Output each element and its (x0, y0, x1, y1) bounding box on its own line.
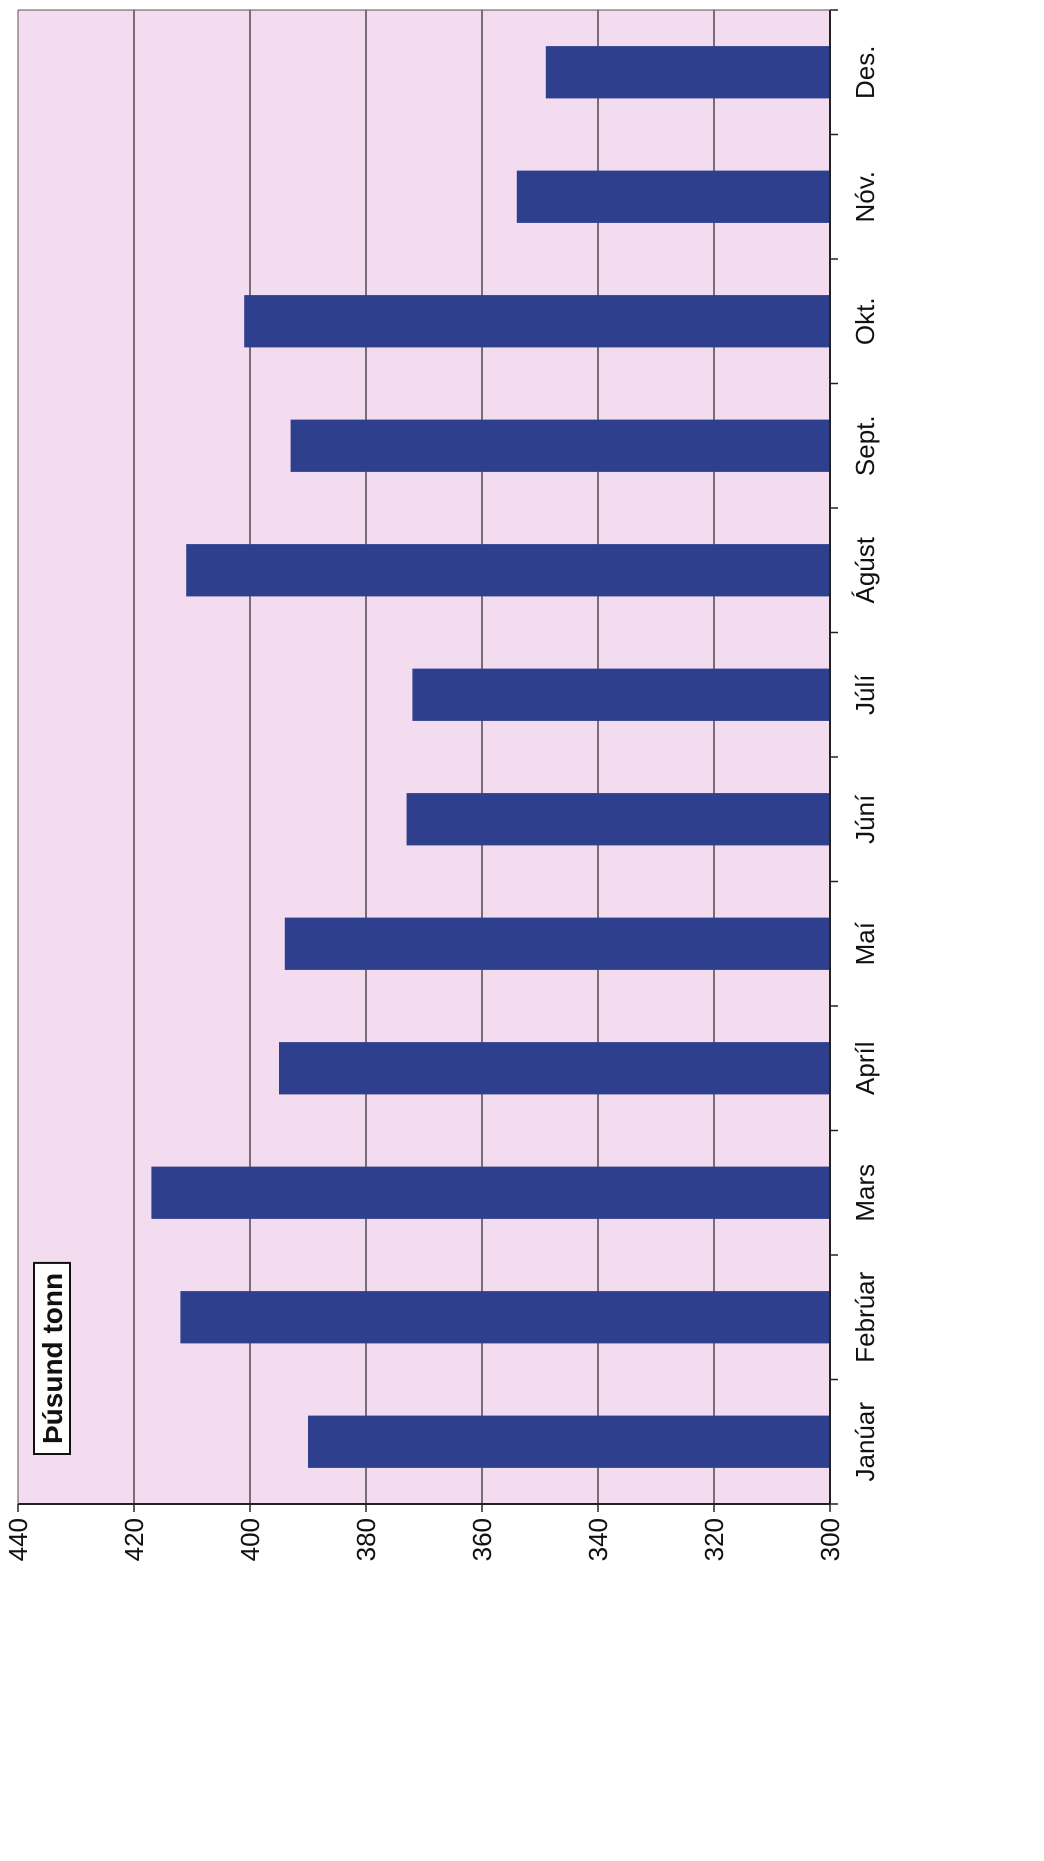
gridlines (133, 10, 715, 1504)
value-tick-label: 360 (467, 1518, 497, 1561)
value-tick-label: 420 (119, 1518, 149, 1561)
category-tick-label: Ágúst (850, 536, 880, 603)
value-tick-label: 440 (3, 1518, 33, 1561)
category-tick-label: Mars (850, 1164, 880, 1222)
bars (151, 46, 831, 1468)
category-tick-label: Maí (850, 921, 880, 965)
category-tick-label: Janúar (850, 1402, 880, 1482)
bar (151, 1166, 830, 1219)
unit-label-box: Þúsund tonn (33, 1261, 71, 1455)
bar (412, 668, 830, 721)
category-tick-label: Júlí (850, 674, 880, 715)
value-tick-label: 400 (235, 1518, 265, 1561)
bar (180, 1291, 830, 1344)
category-tick-label: Febrúar (850, 1271, 880, 1362)
bar (290, 419, 831, 472)
bar (516, 170, 830, 223)
category-tick-label: Nóv. (850, 171, 880, 223)
bar (545, 46, 830, 99)
bar (279, 1042, 830, 1095)
plot-background (18, 10, 830, 1504)
bar (186, 544, 830, 597)
value-tick-label: 340 (583, 1518, 613, 1561)
bar (308, 1415, 830, 1468)
bar (244, 295, 830, 348)
value-tick-label: 300 (815, 1518, 845, 1561)
category-tick-label: Júní (850, 794, 880, 844)
value-axis-ticks: 300 320 340 360 380 400 420 440 (3, 1504, 845, 1561)
category-tick-label: Des. (850, 46, 880, 99)
value-tick-label: 320 (699, 1518, 729, 1561)
category-tick-label: Apríl (850, 1042, 880, 1095)
bar (284, 917, 830, 970)
category-axis-ticks: Janúar Febrúar Mars Apríl Maí Júní Júlí Ágúst Se… (830, 9, 880, 1505)
category-tick-label: Sept. (850, 415, 880, 476)
bar (406, 793, 830, 846)
category-tick-label: Okt. (850, 297, 880, 345)
unit-label: Þúsund tonn (37, 1273, 68, 1444)
value-tick-label: 380 (351, 1518, 381, 1561)
